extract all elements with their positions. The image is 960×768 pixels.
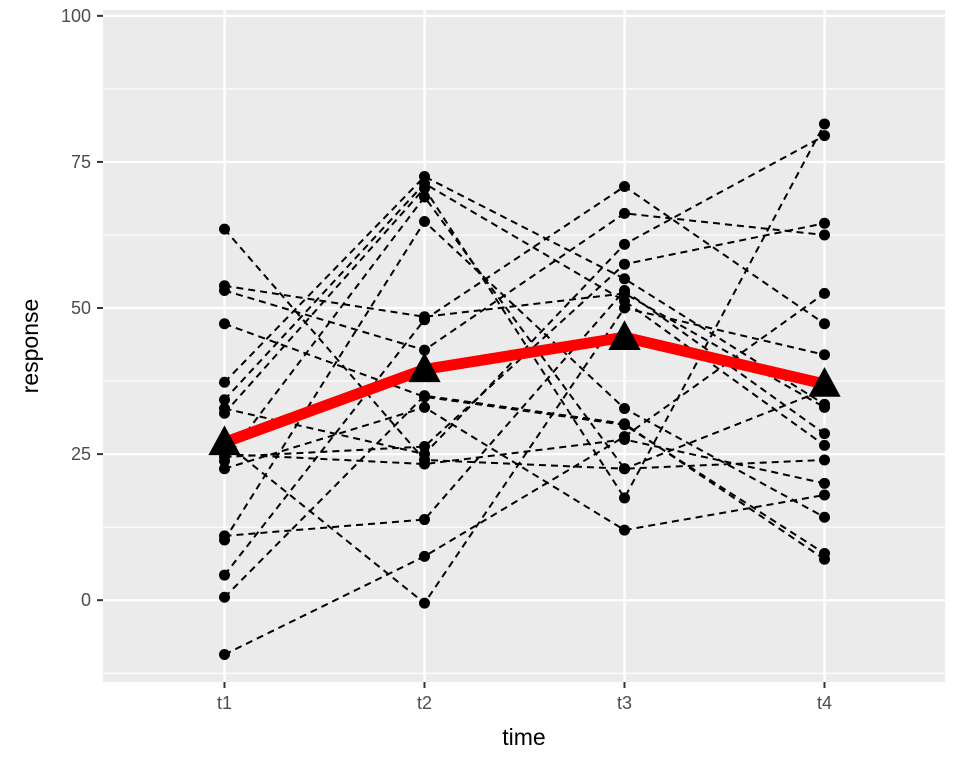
mean-marker (208, 425, 241, 456)
x-tick-label: t2 (417, 693, 432, 713)
subject-line (224, 212, 825, 352)
mean-markers (208, 320, 841, 456)
subject-point (819, 511, 830, 523)
mean-marker (408, 352, 441, 383)
subject-point (219, 407, 230, 419)
subject-line (224, 222, 825, 459)
y-axis: 0 25 50 75 100 (61, 6, 103, 610)
x-tick-label: t1 (217, 693, 232, 713)
subject-point (819, 349, 830, 361)
subject-point (219, 591, 230, 603)
x-tick-label: t4 (817, 693, 832, 713)
subject-line (223, 123, 826, 500)
subject-point (219, 318, 230, 330)
subject-point (619, 418, 630, 430)
subject-point (419, 344, 430, 356)
subject-point (419, 401, 430, 413)
subject-point (419, 448, 430, 460)
y-tick-label: 50 (71, 298, 91, 318)
subject-point (819, 428, 830, 440)
subject-points (219, 118, 830, 661)
x-tick-label: t3 (617, 693, 632, 713)
subject-point (819, 439, 830, 451)
subject-line (223, 175, 826, 406)
subject-point (219, 223, 230, 235)
subject-point (819, 229, 830, 241)
mean-marker (808, 366, 841, 397)
subject-line (224, 322, 826, 555)
subject-line (223, 228, 825, 470)
mean-line-group (222, 331, 826, 448)
subject-point (219, 569, 230, 581)
subject-line (223, 394, 826, 598)
subject-point (419, 514, 430, 526)
subject-point (619, 433, 630, 445)
subject-point (419, 191, 430, 203)
subject-point (819, 489, 830, 501)
subject-point (219, 394, 230, 406)
subject-point (219, 463, 230, 475)
subject-point (619, 302, 630, 314)
subject-point (619, 284, 630, 296)
mean-line (222, 331, 826, 448)
y-tick-label: 100 (61, 6, 91, 26)
subject-point (619, 403, 630, 415)
plot-panel (103, 10, 945, 682)
subject-point (419, 458, 430, 470)
subject-point (819, 318, 830, 330)
subject-point (619, 238, 630, 250)
subject-point (619, 524, 630, 536)
y-axis-title: response (17, 299, 43, 394)
subject-point (619, 463, 630, 475)
subject-point (819, 553, 830, 565)
mean-marker (608, 320, 641, 350)
subject-point (619, 273, 630, 285)
subject-point (219, 284, 230, 296)
subject-point (419, 441, 430, 453)
y-tick-label: 75 (71, 152, 91, 172)
subject-point (619, 207, 630, 219)
subject-line (223, 182, 826, 447)
subject-point (619, 258, 630, 270)
subject-line (223, 195, 825, 470)
subject-point (619, 180, 630, 192)
subject-point (219, 534, 230, 546)
subject-point (419, 550, 430, 562)
subject-point (419, 597, 430, 609)
grid-minor (103, 88, 945, 674)
subject-line (224, 438, 825, 485)
subject-point (419, 390, 430, 402)
x-axis: t1 t2 t3 t4 (217, 682, 832, 713)
subject-point (819, 398, 830, 410)
subject-point (419, 182, 430, 194)
subject-point (819, 217, 830, 229)
subject-point (419, 216, 430, 228)
y-tick-label: 0 (81, 590, 91, 610)
subject-point (819, 477, 830, 489)
subject-point (219, 649, 230, 661)
subject-line (224, 406, 825, 532)
subject-point (619, 492, 630, 504)
subject-point (819, 287, 830, 299)
subject-line (223, 185, 826, 576)
subject-line (223, 306, 825, 605)
subject-point (819, 118, 830, 130)
subject-point (419, 314, 430, 326)
subject-point (819, 454, 830, 466)
subject-point (819, 130, 830, 142)
x-axis-title: time (502, 724, 545, 750)
subject-point (219, 376, 230, 388)
y-tick-label: 25 (71, 444, 91, 464)
